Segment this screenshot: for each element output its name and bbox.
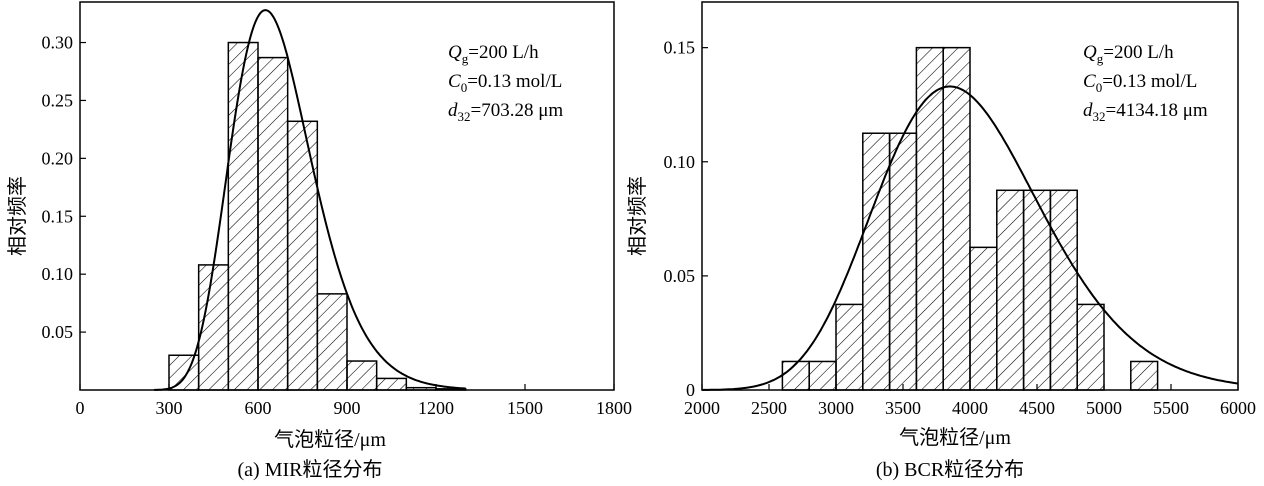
annotation-c0: C0=0.13 mol/L [448, 71, 562, 95]
y-tick-label: 0.30 [42, 33, 74, 53]
histogram-bar-7 [375, 377, 408, 391]
x-tick-label: 5500 [1153, 398, 1189, 418]
x-tick-label: 3500 [885, 398, 921, 418]
histogram-bar-2 [835, 303, 864, 391]
x-tick-label: 6000 [1220, 398, 1256, 418]
y-tick-label: 0.25 [42, 90, 74, 110]
histogram-bar-12 [1130, 360, 1159, 391]
x-tick-label: 0 [76, 398, 85, 418]
x-tick-label: 1500 [507, 398, 543, 418]
chart-caption: (b) BCR粒径分布 [876, 458, 1024, 481]
fit-curve [154, 9, 466, 391]
x-tick-label: 3000 [818, 398, 854, 418]
annotation-box: Qg=200 L/h C0=0.13 mol/L d32=4134.18 μm [1083, 42, 1208, 124]
x-tick-label: 300 [156, 398, 183, 418]
histogram-bar-4 [286, 120, 319, 391]
annotation-qg: Qg=200 L/h [1083, 42, 1174, 66]
histogram-bar-5 [316, 293, 348, 391]
x-tick-label: 5000 [1086, 398, 1122, 418]
x-tick-label: 1800 [596, 398, 632, 418]
y-tick-label: 0.20 [42, 148, 74, 168]
histogram-bar-8 [996, 189, 1025, 391]
histogram-bar-6 [942, 46, 971, 391]
y-axis-label: 相对频率 [626, 176, 649, 256]
histogram-bar-4 [888, 132, 918, 391]
y-tick-label: 0 [686, 380, 695, 400]
histogram-bar-11 [1076, 303, 1105, 391]
histogram-bar-2 [227, 41, 259, 391]
chart-panel-b: 2000 2500 3000 3500 4000 4500 5000 5500 6000 0 0.0… [626, 1, 1256, 481]
x-tick-label: 600 [245, 398, 272, 418]
annotation-d32: d32=703.28 μm [448, 100, 563, 124]
chart-caption: (a) MIR粒径分布 [238, 458, 383, 481]
histogram-bar-5 [915, 46, 944, 391]
y-axis-label: 相对频率 [6, 176, 29, 256]
histogram-bar-10 [1049, 189, 1078, 391]
y-tick-label: 0.05 [664, 266, 696, 286]
x-tick-label: 1200 [418, 398, 454, 418]
annotation-qg: Qg=200 L/h [448, 42, 539, 66]
y-tick-label: 0.10 [664, 152, 696, 172]
histogram-bar-3 [257, 56, 289, 391]
y-tick-label: 0.15 [42, 206, 74, 226]
x-tick-label: 4500 [1019, 398, 1055, 418]
histogram-bar-8 [405, 386, 437, 391]
x-tick-label: 900 [334, 398, 361, 418]
annotation-d32: d32=4134.18 μm [1083, 100, 1208, 124]
y-tick-label: 0.15 [664, 38, 696, 58]
x-axis-label: 气泡粒径/μm [899, 426, 1011, 449]
histogram-bar-0 [168, 354, 200, 391]
annotation-box: Qg=200 L/h C0=0.13 mol/L d32=703.28 μm [448, 42, 563, 124]
histogram-bar-3 [862, 132, 891, 391]
y-tick-label: 0.05 [42, 322, 74, 342]
x-tick-label: 2000 [684, 398, 720, 418]
x-tick-label: 4000 [952, 398, 988, 418]
chart-panel-a: 0 300 600 900 1200 1500 1800 0.05 0.10 0.15 0.20 0.… [6, 1, 632, 481]
histogram-bar-6 [346, 360, 378, 391]
histogram-bar-1 [808, 360, 837, 391]
annotation-c0: C0=0.13 mol/L [1083, 71, 1197, 95]
y-tick-label: 0.10 [42, 264, 74, 284]
x-axis-label: 气泡粒径/μm [274, 428, 386, 451]
histogram-bar-7 [969, 246, 998, 391]
x-tick-label: 2500 [751, 398, 787, 418]
fit-curve [702, 85, 1239, 391]
histogram-bar-0 [781, 360, 810, 391]
